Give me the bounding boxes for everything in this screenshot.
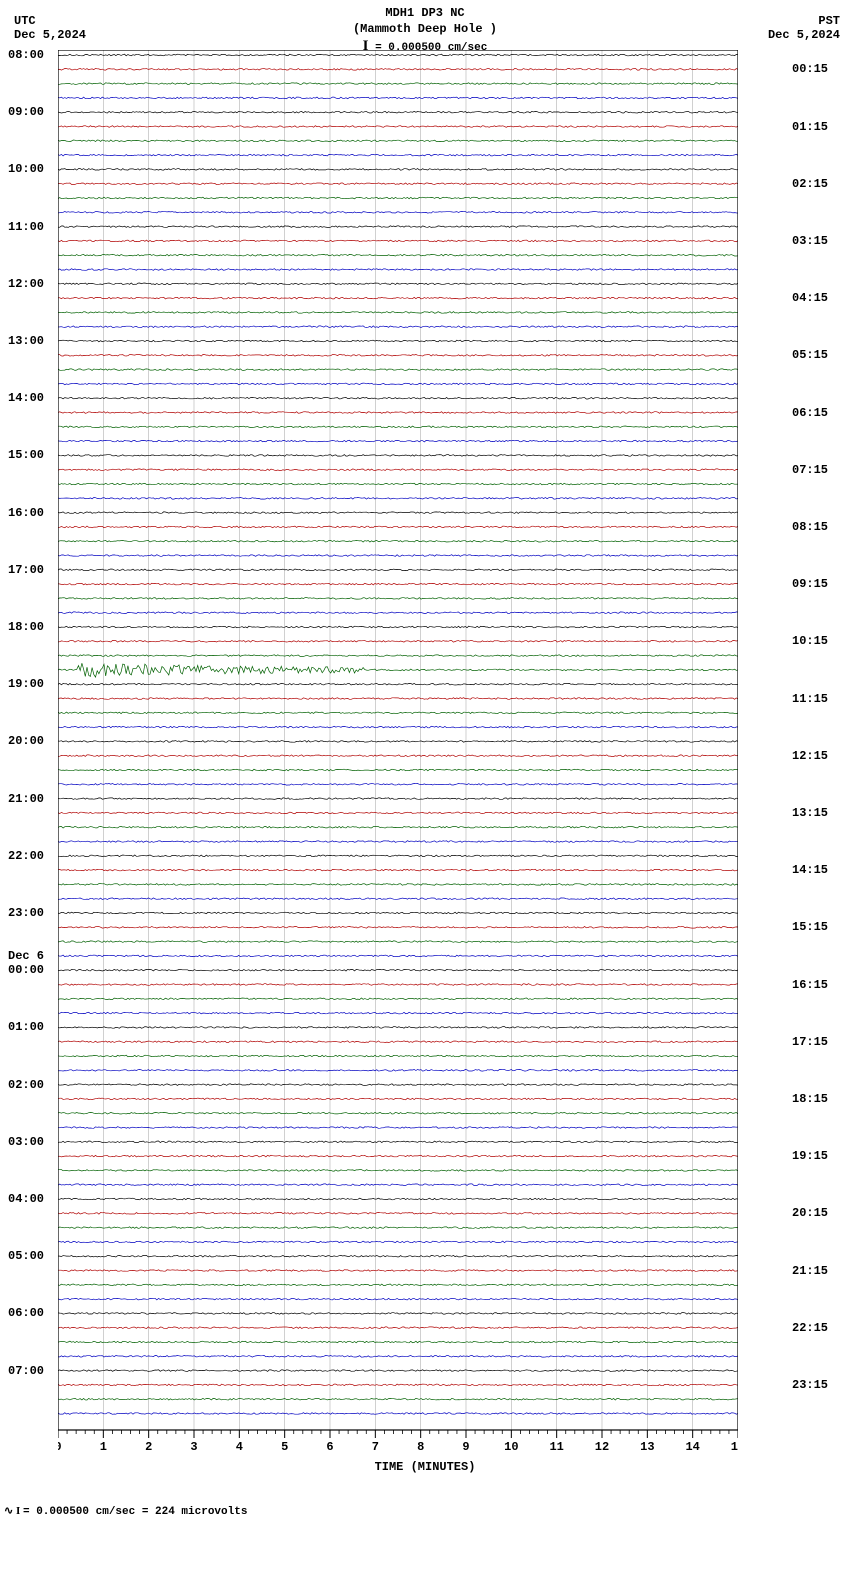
time-label: 22:15 — [792, 1321, 828, 1335]
time-label: 21:00 — [8, 792, 44, 806]
footer-scale: ∿ I = 0.000500 cm/sec = 224 microvolts — [4, 1504, 850, 1518]
time-label: 08:15 — [792, 520, 828, 534]
time-label: 02:00 — [8, 1078, 44, 1092]
time-label: 13:00 — [8, 334, 44, 348]
time-label: 19:15 — [792, 1149, 828, 1163]
time-label: 13:15 — [792, 806, 828, 820]
date-break-label: Dec 6 — [8, 949, 44, 963]
svg-text:4: 4 — [236, 1440, 243, 1454]
svg-text:2: 2 — [145, 1440, 152, 1454]
plot-area: 08:00 09:00 10:00 11:00 12:00 13:00 14:00 15:00… — [0, 50, 850, 1458]
x-axis-label: TIME (MINUTES) — [0, 1460, 850, 1474]
time-label: 20:00 — [8, 734, 44, 748]
chart-header: UTC Dec 5,2024 MDH1 DP3 NC (Mammoth Deep… — [0, 0, 850, 50]
footer-text: = 0.000500 cm/sec = 224 microvolts — [23, 1506, 247, 1518]
svg-text:14: 14 — [685, 1440, 699, 1454]
time-label: 17:00 — [8, 563, 44, 577]
svg-text:0: 0 — [58, 1440, 62, 1454]
helicorder-plot: 0123456789101112131415 — [58, 50, 738, 1458]
svg-text:6: 6 — [326, 1440, 333, 1454]
svg-text:15: 15 — [731, 1440, 738, 1454]
time-label: 16:00 — [8, 506, 44, 520]
svg-text:7: 7 — [372, 1440, 379, 1454]
svg-text:8: 8 — [417, 1440, 424, 1454]
time-label: 03:15 — [792, 234, 828, 248]
svg-text:3: 3 — [190, 1440, 197, 1454]
time-label: 23:00 — [8, 906, 44, 920]
svg-text:10: 10 — [504, 1440, 518, 1454]
right-date: Dec 5,2024 — [768, 28, 840, 42]
time-label: 00:15 — [792, 62, 828, 76]
time-label: 06:15 — [792, 406, 828, 420]
header-left: UTC Dec 5,2024 — [14, 14, 86, 43]
time-label: 11:00 — [8, 220, 44, 234]
left-tz: UTC — [14, 14, 86, 28]
time-label: 19:00 — [8, 677, 44, 691]
time-label: 17:15 — [792, 1035, 828, 1049]
svg-text:12: 12 — [595, 1440, 609, 1454]
time-label: 20:15 — [792, 1206, 828, 1220]
time-label: 09:15 — [792, 577, 828, 591]
time-label: 00:00 — [8, 963, 44, 977]
title-1: MDH1 DP3 NC — [353, 6, 497, 22]
time-label: 14:15 — [792, 863, 828, 877]
time-label: 05:15 — [792, 348, 828, 362]
time-label: 18:00 — [8, 620, 44, 634]
time-label: 12:15 — [792, 749, 828, 763]
time-label: 01:15 — [792, 120, 828, 134]
title-2: (Mammoth Deep Hole ) — [353, 22, 497, 38]
footer-prefix: ∿ I — [4, 1505, 23, 1517]
time-label: 01:00 — [8, 1020, 44, 1034]
time-label: 12:00 — [8, 277, 44, 291]
time-label: 03:00 — [8, 1135, 44, 1149]
time-label: 07:15 — [792, 463, 828, 477]
time-label: 14:00 — [8, 391, 44, 405]
time-label: 10:00 — [8, 162, 44, 176]
svg-text:9: 9 — [462, 1440, 469, 1454]
svg-text:5: 5 — [281, 1440, 288, 1454]
time-label: 18:15 — [792, 1092, 828, 1106]
time-label: 07:00 — [8, 1364, 44, 1378]
time-label: 10:15 — [792, 634, 828, 648]
svg-text:1: 1 — [100, 1440, 107, 1454]
time-label: 21:15 — [792, 1264, 828, 1278]
time-label: 05:00 — [8, 1249, 44, 1263]
time-label: 11:15 — [792, 692, 828, 706]
time-label: 22:00 — [8, 849, 44, 863]
time-label: 02:15 — [792, 177, 828, 191]
time-label: 06:00 — [8, 1306, 44, 1320]
time-label: 15:00 — [8, 448, 44, 462]
time-label: 08:00 — [8, 48, 44, 62]
time-label: 16:15 — [792, 978, 828, 992]
svg-text:11: 11 — [549, 1440, 563, 1454]
right-tz: PST — [768, 14, 840, 28]
time-label: 04:00 — [8, 1192, 44, 1206]
time-label: 09:00 — [8, 105, 44, 119]
left-date: Dec 5,2024 — [14, 28, 86, 42]
time-label: 15:15 — [792, 920, 828, 934]
header-right: PST Dec 5,2024 — [768, 14, 840, 43]
time-label: 23:15 — [792, 1378, 828, 1392]
time-label: 04:15 — [792, 291, 828, 305]
svg-text:13: 13 — [640, 1440, 654, 1454]
